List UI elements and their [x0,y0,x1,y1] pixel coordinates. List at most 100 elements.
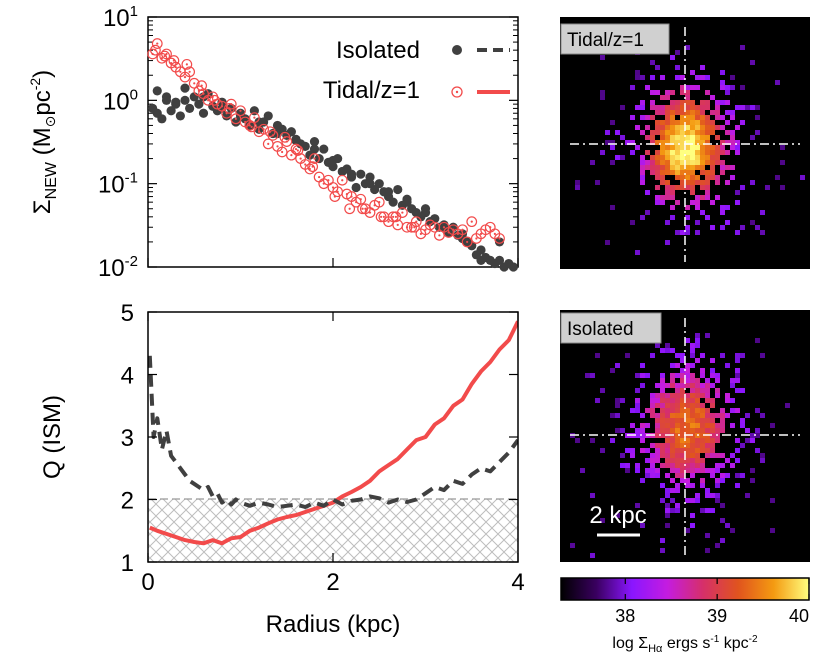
tidal-map-pixel [725,85,730,90]
tidal-map-pixel [685,175,690,180]
tidal-point-dot [378,201,381,204]
tidal-map-pixel [655,200,660,205]
tidal-map-pixel [665,195,670,200]
isolated-map-pixel [685,443,690,448]
tidal-map-pixel [665,95,670,100]
isolated-map-pixel [745,493,750,498]
isolated-map-pixel [615,413,620,418]
tidal-point-dot [333,195,336,198]
tidal-map-pixel [710,145,715,150]
isolated-map-pixel [690,413,695,418]
isolated-map-pixels [570,333,790,558]
isolated-map-pixel [675,413,680,418]
isolated-map-pixel [705,438,710,443]
tidal-map-pixel [720,170,725,175]
isolated-map-pixel [730,408,735,413]
tidal-point-dot [165,52,168,56]
toomre-q-x-ticks: 0 2 4 [141,312,525,596]
tidal-map-pixel [685,45,690,50]
isolated-map-pixel [700,458,705,463]
isolated-map-pixel [730,453,735,458]
tidal-map-pixel [705,150,710,155]
tidal-map-pixel [645,165,650,170]
tidal-map-pixel [695,75,700,80]
tidal-map-pixel [720,225,725,230]
isolated-map-pixel [665,448,670,453]
isolated-map-pixel [715,483,720,488]
tidal-point [184,66,196,78]
isolated-map-pixel [675,388,680,393]
tidal-map-pixel [715,150,720,155]
tidal-map-pixel [750,105,755,110]
isolated-map-pixel [700,433,705,438]
isolated-map-pixel [720,538,725,543]
isolated-map-pixel [675,383,680,388]
tidal-map-pixel [650,160,655,165]
tidal-map-pixel [685,205,690,210]
tidal-map-pixel [690,190,695,195]
tidal-map-pixel [715,105,720,110]
isolated-map-pixel [645,423,650,428]
isolated-map-pixel [655,458,660,463]
tidal-map-pixel [670,145,675,150]
tidal-map-pixel [730,110,735,115]
isolated-point [467,241,477,251]
tidal-map-pixel [735,190,740,195]
isolated-map-pixel [670,348,675,353]
isolated-map-pixel [670,393,675,398]
tidal-map-pixel [700,65,705,70]
tidal-point-dot [294,147,298,151]
y-tick-label: 101 [103,3,138,32]
isolated-map-pixel [655,473,660,478]
tidal-point-dot [401,211,404,214]
isolated-map-pixel [675,503,680,508]
tidal-map-pixel [665,220,670,225]
isolated-map-pixel [715,463,720,468]
tidal-map-pixel [695,200,700,205]
isolated-map-pixel [735,368,740,373]
isolated-halpha-map: Isolated 2 kpc [560,310,810,562]
tidal-map-pixel [670,135,675,140]
isolated-map-pixel [660,418,665,423]
isolated-map-pixel [660,433,665,438]
isolated-map-pixel [715,468,720,473]
tidal-point-dot [442,226,446,229]
tidal-map-pixel [675,65,680,70]
isolated-map-pixel [755,408,760,413]
isolated-map-pixel [710,383,715,388]
tidal-point-dot [185,63,188,66]
isolated-map-pixel [615,403,620,408]
isolated-map-pixel [665,418,670,423]
tidal-point-dot [387,220,390,223]
isolated-map-pixel [710,508,715,513]
isolated-map-pixel [690,448,695,453]
tidal-map-pixel [720,140,725,145]
isolated-map-pixel [690,498,695,503]
q-y-tick-label: 4 [121,363,134,390]
isolated-map-pixel [700,448,705,453]
isolated-map-pixel [685,403,690,408]
q-x-tick-label: 2 [326,569,339,596]
isolated-map-pixel [710,448,715,453]
tidal-map-pixel [705,180,710,185]
isolated-map-pixel [640,413,645,418]
scale-bar-label: 2 kpc [589,502,646,529]
tidal-map-pixel [685,215,690,220]
isolated-map-pixel [720,463,725,468]
isolated-map-pixel [760,353,765,358]
tidal-map-pixel [690,165,695,170]
tidal-point-dot [296,149,299,152]
tidal-map-pixel [730,75,735,80]
tidal-map-pixel [750,220,755,225]
isolated-map-pixel [720,503,725,508]
tidal-map-pixel [650,100,655,105]
isolated-map-pixel [615,513,620,518]
isolated-map-pixel [695,383,700,388]
isolated-map-pixel [705,418,710,423]
isolated-map-pixel [660,383,665,388]
tidal-map-pixel [705,155,710,160]
tidal-map-pixel [655,150,660,155]
isolated-map-pixel [695,343,700,348]
tidal-map-pixel [685,135,690,140]
